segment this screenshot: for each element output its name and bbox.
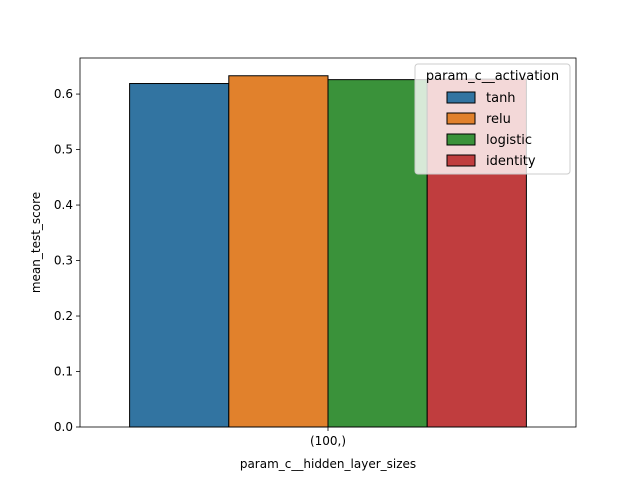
- legend-label-logistic: logistic: [486, 133, 532, 148]
- legend-swatch-relu: [446, 112, 476, 125]
- x-axis-label: param_c__hidden_layer_sizes: [240, 457, 416, 471]
- y-tick-label-4: 0.4: [54, 198, 73, 212]
- legend-title: param_c__activation: [426, 69, 559, 84]
- axes-frame: [79, 57, 577, 428]
- y-tick-label-0: 0.0: [54, 420, 73, 434]
- x-tick-label-0: (100,): [310, 434, 346, 448]
- bar-tanh-0: [129, 83, 230, 428]
- bar-logistic-0: [327, 79, 428, 428]
- y-ticks-group: 0.0 0.1 0.2 0.3 0.4 0.5 0.6: [54, 87, 80, 434]
- legend-swatch-identity: [446, 154, 476, 167]
- legend-label-identity: identity: [486, 154, 536, 169]
- y-tick-label-1: 0.1: [54, 365, 73, 379]
- legend-swatch-logistic: [446, 133, 476, 146]
- y-tick-label-2: 0.2: [54, 309, 73, 323]
- y-tick-label-5: 0.5: [54, 143, 73, 157]
- legend-label-tanh: tanh: [486, 91, 516, 106]
- legend-entries: tanh relu logistic identity: [446, 91, 536, 169]
- bar-relu-0: [228, 75, 329, 428]
- legend-label-relu: relu: [486, 112, 511, 127]
- x-ticks-group: (100,): [310, 427, 346, 448]
- y-tick-label-6: 0.6: [54, 87, 73, 101]
- legend: param_c__activation tanh relu logistic iden…: [414, 63, 571, 175]
- y-axis-label: mean_test_score: [29, 192, 43, 293]
- bars-group: [129, 75, 527, 428]
- legend-swatch-tanh: [446, 91, 476, 104]
- y-tick-label-3: 0.3: [54, 254, 73, 268]
